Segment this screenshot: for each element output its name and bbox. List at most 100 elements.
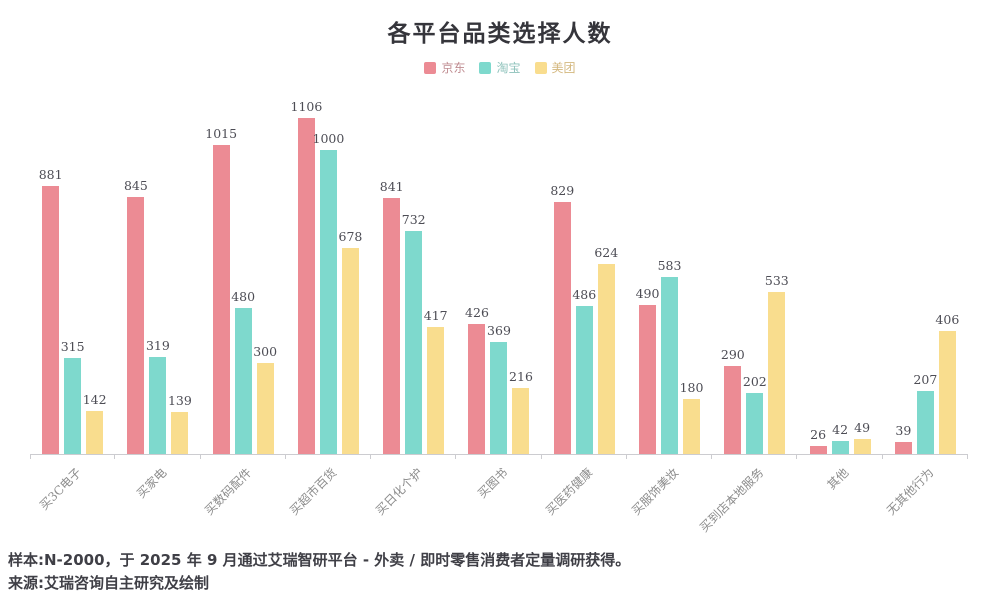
x-axis-label: 买医药健康 — [543, 465, 596, 518]
bar-京东-买到店本地服务: 290 — [721, 347, 745, 454]
bar-value-label: 486 — [572, 287, 597, 302]
footer-source-note: 来源:艾瑞咨询自主研究及绘制 — [8, 574, 209, 592]
legend-item-label: 京东 — [441, 61, 466, 75]
bar-value-label: 881 — [38, 167, 63, 182]
x-axis-tick — [114, 454, 116, 459]
bar-group: 829 486 624 买医药健康 — [542, 90, 627, 518]
plot-area: 881 315 142 买3C电子 845 319 139 买家电 1015 480 300 买数码配… — [30, 90, 968, 535]
bar-value-label: 1000 — [312, 131, 345, 146]
bar-value-label: 829 — [550, 183, 575, 198]
x-axis-tick — [625, 454, 627, 459]
chart-legend: 京东 淘宝 美团 — [0, 59, 1000, 76]
bar-淘宝-买到店本地服务: 202 — [743, 374, 767, 454]
bar-京东-买日化个护: 841 — [380, 179, 404, 454]
x-axis-tick — [711, 454, 713, 459]
legend-item-3[interactable]: 美团 — [534, 59, 576, 76]
bar-京东-买医药健康: 829 — [550, 183, 574, 454]
bar-美团-买服饰美妆: 180 — [680, 380, 703, 454]
bar-美团-其他: 49 — [853, 420, 871, 454]
bar-group: 1106 1000 678 买超市百货 — [286, 90, 372, 518]
bar-美团-买3C电子: 142 — [83, 392, 107, 454]
x-axis-label: 无其他行为 — [884, 465, 937, 518]
bar-value-label: 290 — [720, 347, 745, 362]
bar-value-label: 139 — [167, 393, 192, 408]
legend-item-2[interactable]: 淘宝 — [479, 59, 521, 76]
bar-value-label: 845 — [123, 178, 148, 193]
bar-value-label: 216 — [509, 369, 533, 384]
bar-value-label: 39 — [895, 423, 912, 438]
bar-group: 1015 480 300 买数码配件 — [201, 90, 286, 518]
x-axis-tick — [370, 454, 372, 459]
footer-sample-note: 样本:N-2000，于 2025 年 9 月通过艾瑞智研平台 - 外卖 / 即时… — [8, 551, 631, 569]
bar-京东-买图书: 426 — [465, 305, 489, 454]
bar-美团-买日化个护: 417 — [424, 308, 448, 454]
chart-title: 各平台品类选择人数 — [387, 20, 613, 47]
bar-淘宝-无其他行为: 207 — [913, 372, 937, 454]
x-axis-label: 买3C电子 — [36, 465, 84, 513]
x-axis-label: 买数码配件 — [202, 465, 255, 518]
bar-美团-无其他行为: 406 — [935, 312, 959, 454]
bar-京东-买服饰美妆: 490 — [636, 286, 659, 454]
x-axis-label: 买服饰美妆 — [628, 465, 681, 518]
bar-value-label: 49 — [854, 420, 871, 435]
x-axis-tick — [881, 454, 883, 459]
bar-value-label: 417 — [423, 308, 448, 323]
bar-美团-买图书: 216 — [509, 369, 533, 454]
bar-value-label: 533 — [764, 273, 789, 288]
bar-京东-买数码配件: 1015 — [205, 126, 237, 454]
bar-京东-买3C电子: 881 — [39, 167, 63, 454]
chart-footer: 样本:N-2000，于 2025 年 9 月通过艾瑞智研平台 - 外卖 / 即时… — [8, 549, 992, 595]
bar-group: 881 315 142 买3C电子 — [30, 90, 116, 513]
x-axis-label: 买超市百货 — [287, 465, 340, 518]
x-axis-label: 买到店本地服务 — [696, 465, 767, 535]
bar-京东-买超市百货: 1106 — [291, 99, 322, 454]
x-axis-tick — [30, 454, 31, 459]
x-axis-tick — [284, 454, 286, 459]
bar-value-label: 1015 — [205, 126, 238, 141]
x-axis-tick — [966, 454, 968, 459]
legend-marker-icon — [424, 61, 437, 74]
bar-淘宝-买3C电子: 315 — [61, 339, 85, 454]
x-axis-label: 买家电 — [133, 465, 170, 501]
bar-group: 290 202 533 买到店本地服务 — [697, 90, 798, 535]
bar-value-label: 732 — [401, 212, 426, 227]
bar-group: 841 732 417 买日化个护 — [371, 90, 457, 518]
bar-淘宝-买超市百货: 1000 — [313, 131, 344, 454]
bar-value-label: 1106 — [290, 99, 323, 114]
bar-美团-买到店本地服务: 533 — [765, 273, 789, 454]
bar-value-label: 26 — [810, 427, 827, 442]
x-axis-tick — [455, 454, 457, 459]
x-axis-tick — [540, 454, 542, 459]
bar-value-label: 42 — [832, 422, 849, 437]
bar-淘宝-其他: 42 — [831, 422, 849, 454]
bar-value-label: 583 — [657, 258, 682, 273]
bar-value-label: 315 — [60, 339, 85, 354]
legend-item-label: 美团 — [551, 61, 576, 75]
bar-淘宝-买服饰美妆: 583 — [658, 258, 681, 454]
x-axis-label: 买图书 — [474, 465, 511, 501]
x-axis-tick — [796, 454, 798, 459]
bar-value-label: 180 — [679, 380, 704, 395]
bar-美团-买数码配件: 300 — [253, 344, 277, 454]
bar-淘宝-买日化个护: 732 — [402, 212, 426, 454]
bar-group: 845 319 139 买家电 — [115, 90, 201, 501]
legend-item-1[interactable]: 京东 — [424, 59, 465, 76]
bar-淘宝-买数码配件: 480 — [231, 289, 255, 454]
bar-value-label: 202 — [742, 374, 767, 389]
bar-value-label: 319 — [145, 338, 170, 353]
x-axis-label: 买日化个护 — [372, 465, 426, 518]
bar-group: 426 369 216 买图书 — [456, 90, 542, 501]
bar-淘宝-买家电: 319 — [146, 338, 170, 454]
bar-京东-买家电: 845 — [124, 178, 148, 454]
bar-淘宝-买图书: 369 — [487, 323, 511, 454]
legend-item-label: 淘宝 — [496, 61, 521, 75]
bar-group: 490 583 180 买服饰美妆 — [627, 90, 713, 518]
bar-美团-买医药健康: 624 — [594, 245, 618, 454]
x-axis-tick — [199, 454, 201, 459]
legend-marker-icon — [534, 61, 547, 74]
bar-value-label: 490 — [635, 286, 660, 301]
bar-value-label: 207 — [913, 372, 938, 387]
bar-京东-其他: 26 — [809, 427, 827, 454]
bar-value-label: 406 — [935, 312, 960, 327]
bar-value-label: 300 — [253, 344, 278, 359]
